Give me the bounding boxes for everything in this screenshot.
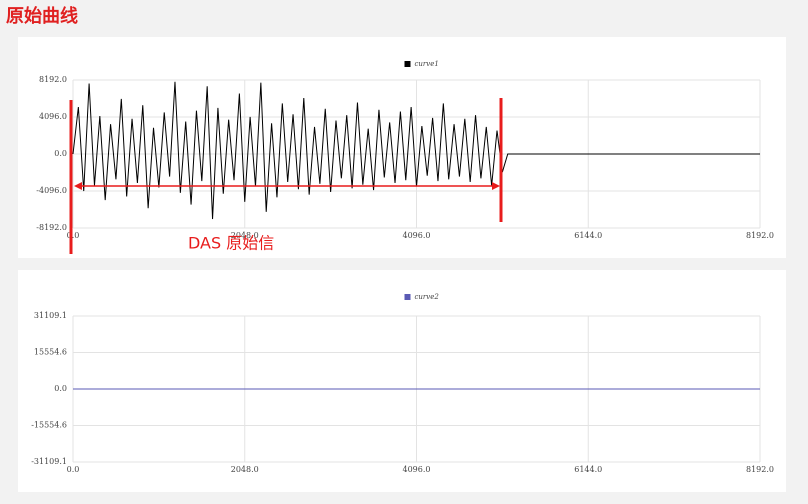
y-tick-label: 4096.0: [39, 112, 67, 121]
x-tick-label: 6144.0: [574, 231, 602, 240]
arrow-head: [74, 182, 82, 190]
arrow-head: [492, 182, 500, 190]
y-tick-label: 8192.0: [39, 75, 67, 84]
y-tick-label: 0.0: [54, 149, 67, 158]
panel: [18, 270, 786, 492]
y-tick-label: 15554.6: [34, 347, 67, 356]
annotation: DAS 原始信: [188, 234, 274, 253]
y-tick-label: 31109.1: [34, 311, 67, 320]
annotation-marks: [69, 98, 503, 254]
x-tick-label: 4096.0: [403, 465, 431, 474]
legend-swatch: [404, 294, 411, 300]
x-tick-label: 6144.0: [574, 465, 602, 474]
page-title: 原始曲线: [6, 5, 78, 27]
x-tick-label: 2048.0: [231, 231, 259, 240]
y-tick-label: -8192.0: [36, 223, 67, 232]
legend-label: curve1: [415, 60, 439, 68]
line: [72, 81, 760, 220]
y-tick-label: 0.0: [54, 384, 67, 393]
x-tick-label: 2048.0: [231, 465, 259, 474]
x-tick-label: 4096.0: [403, 231, 431, 240]
x-tick-label: 0.0: [67, 231, 80, 240]
x-tick-label: 8192.0: [746, 231, 774, 240]
y-tick-label: -31109.1: [31, 457, 67, 466]
y-tick-label: -4096.0: [36, 186, 67, 195]
x-tick-label: 8192.0: [746, 465, 774, 474]
legend-swatch: [404, 61, 411, 67]
panel: [18, 37, 786, 258]
x-tick-label: 0.0: [67, 465, 80, 474]
y-tick-label: -15554.6: [31, 421, 67, 430]
legend-label: curve2: [415, 293, 440, 301]
